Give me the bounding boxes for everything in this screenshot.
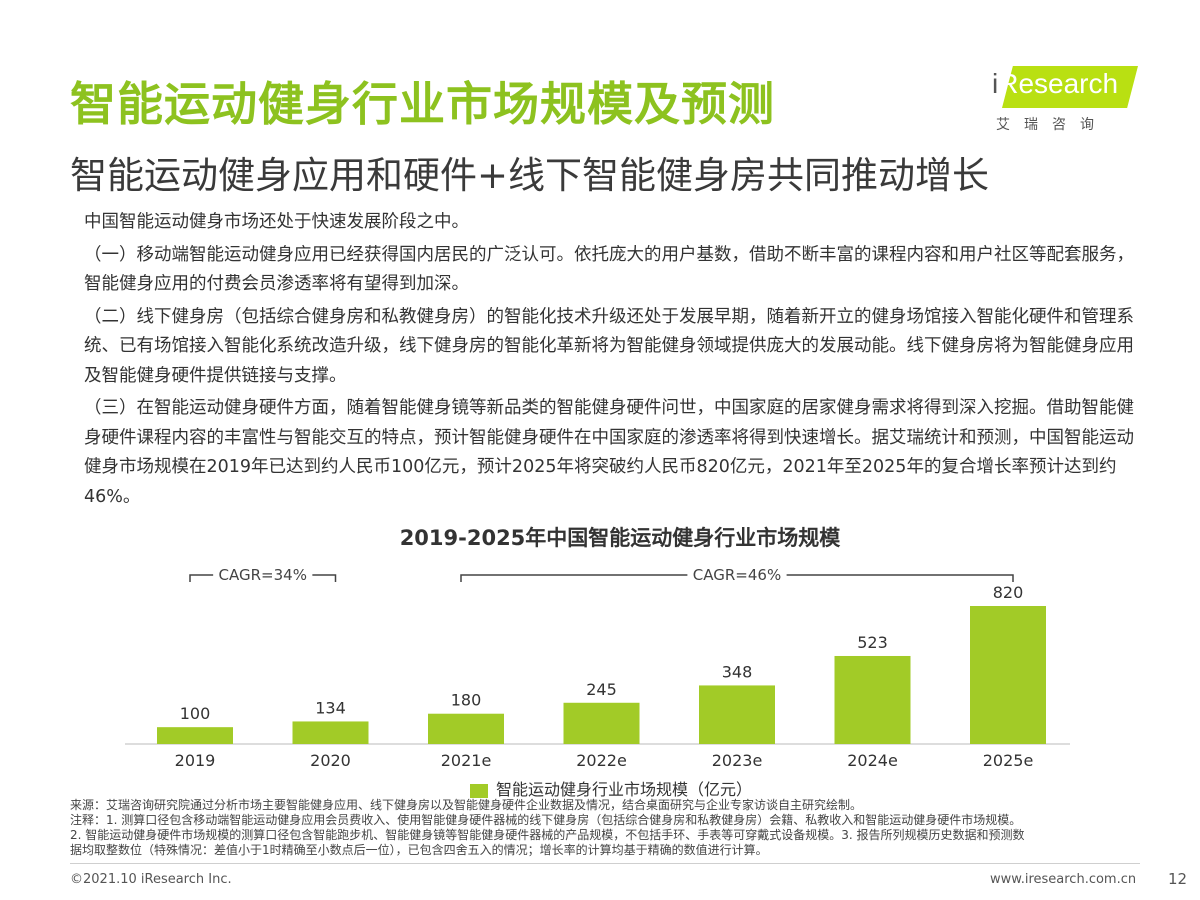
note-1: 注释：1. 测算口径包含移动端智能运动健身应用会员费收入、使用智能健身硬件器械的… <box>70 813 1022 827</box>
page-subtitle: 智能运动健身应用和硬件+线下智能健身房共同推动增长 <box>70 154 990 197</box>
x-tick-2020: 2020 <box>310 751 351 770</box>
paragraph-1: （一）移动端智能运动健身应用已经获得国内居民的广泛认可。依托庞大的用户基数，借助… <box>84 244 1134 295</box>
chart-title: 2019-2025年中国智能运动健身行业市场规模 <box>399 526 841 550</box>
data-label-2025e: 820 <box>993 583 1024 602</box>
cagr-bracket-2-label: CAGR=46% <box>693 566 781 584</box>
data-label-2021e: 180 <box>451 691 482 710</box>
cagr-bracket-1-label: CAGR=34% <box>219 566 307 584</box>
cagr-bracket-1-right <box>312 574 337 582</box>
paragraph-2: （二）线下健身房（包括综合健身房和私教健身房）的智能化技术升级还处于发展早期，随… <box>84 306 1134 386</box>
bar-2022e <box>563 702 640 744</box>
footer-copyright: ©2021.10 iResearch Inc. <box>70 872 232 887</box>
bar-2023e <box>699 685 775 744</box>
paragraph-intro: 中国智能运动健身市场还处于快速发展阶段之中。 <box>84 212 469 232</box>
x-tick-2022e: 2022e <box>576 751 627 770</box>
x-tick-2023e: 2023e <box>712 751 763 770</box>
page-number: 12 <box>1168 870 1188 888</box>
chart-legend: 智能运动健身行业市场规模（亿元） <box>470 776 752 800</box>
logo-research: Research <box>998 68 1119 99</box>
logo-wordmark: iResearch <box>992 68 1118 100</box>
bar-chart: 100 2019 134 2020 180 2021e 245 2022e 348 2023e 52… <box>125 566 1070 770</box>
data-label-2022e: 245 <box>586 680 617 699</box>
x-tick-2019: 2019 <box>175 751 216 770</box>
data-label-2019: 100 <box>180 704 211 723</box>
bar-2020 <box>292 721 369 744</box>
logo-banner <box>1002 66 1138 108</box>
paragraph-3: （三）在智能运动健身硬件方面，随着智能健身镜等新品类的智能健身硬件问世，中国家庭… <box>84 398 1134 507</box>
data-label-2023e: 348 <box>722 662 753 681</box>
cagr-bracket-2-left <box>460 574 688 582</box>
bar-2019 <box>157 727 233 744</box>
bar-2024e <box>834 655 911 744</box>
logo-i: i <box>992 68 999 99</box>
cagr-bracket-1-left <box>189 574 214 582</box>
footer-divider <box>70 863 1140 864</box>
bar-2025e <box>970 606 1046 744</box>
x-tick-2021e: 2021e <box>441 751 492 770</box>
data-label-2020: 134 <box>315 698 346 717</box>
footer-website[interactable]: www.iresearch.com.cn <box>990 872 1137 887</box>
notes-section: 来源：艾瑞咨询研究院通过分析市场主要智能健身应用、线下健身房以及智能健身硬件企业… <box>70 798 1140 858</box>
iresearch-logo: iResearch 艾瑞咨询 <box>990 62 1140 134</box>
body-text: 中国智能运动健身市场还处于快速发展阶段之中。 （一）移动端智能运动健身应用已经获… <box>84 208 1134 515</box>
legend-label: 智能运动健身行业市场规模（亿元） <box>496 780 753 799</box>
logo-chinese: 艾瑞咨询 <box>996 117 1108 133</box>
data-label-2024e: 523 <box>857 633 888 652</box>
bar-2021e <box>428 713 504 744</box>
source-note: 来源：艾瑞咨询研究院通过分析市场主要智能健身应用、线下健身房以及智能健身硬件企业… <box>70 798 863 812</box>
x-tick-2024e: 2024e <box>847 751 898 770</box>
x-tick-2025e: 2025e <box>983 751 1034 770</box>
legend-swatch <box>470 783 488 798</box>
note-2: 2. 智能运动健身硬件市场规模的测算口径包含智能跑步机、智能健身镜等智能健身硬件… <box>70 828 1025 842</box>
note-3: 据均取整数位（特殊情况：差值小于1时精确至小数点后一位），已包含四舍五入的情况；… <box>70 843 768 857</box>
page-title: 智能运动健身行业市场规模及预测 <box>70 77 775 131</box>
cagr-bracket-2-right <box>786 574 1014 582</box>
